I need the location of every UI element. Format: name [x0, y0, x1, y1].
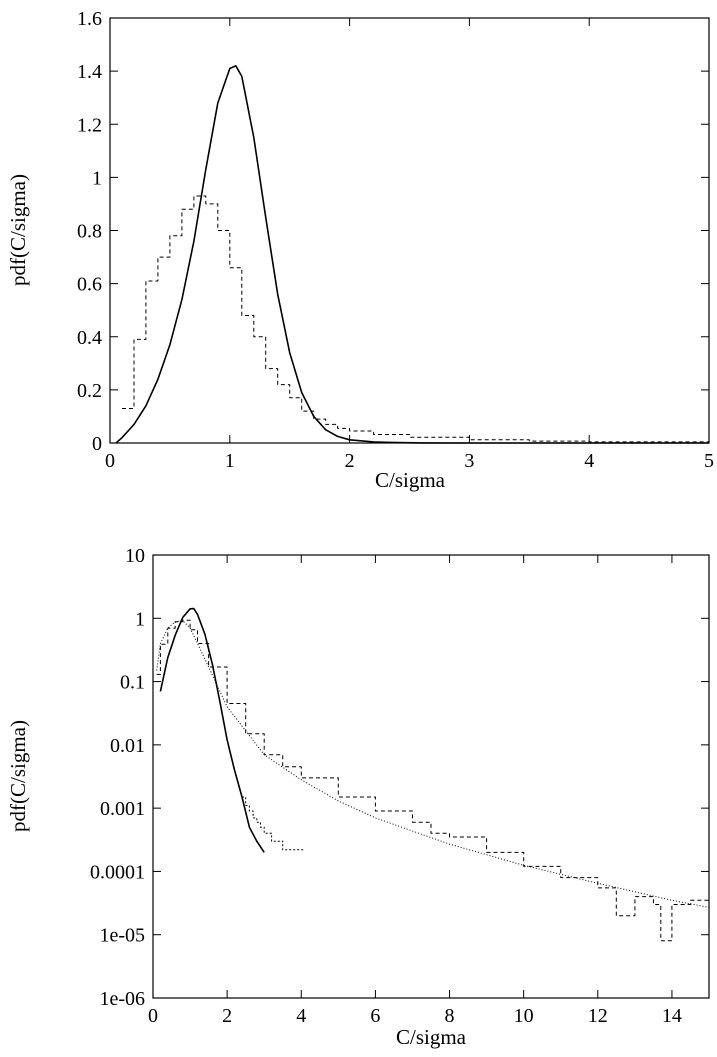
y-axis-ticks-2: 1e-06 1e-05 0.0001 0.001 0.01 0.1 1 10 — [90, 545, 709, 1010]
y-tick-label: 1.4 — [77, 61, 102, 83]
x-tick-label: 5 — [704, 450, 714, 472]
x-tick-label: 14 — [662, 1005, 682, 1027]
y-tick-label: 10 — [125, 545, 145, 567]
x-tick-label: 8 — [445, 1005, 455, 1027]
series-line-solid — [159, 607, 265, 853]
y-tick-label: 0.6 — [77, 274, 102, 296]
x-tick-label: 0 — [148, 1005, 158, 1027]
x-tick-label: 3 — [464, 450, 474, 472]
series-line-step-tail — [242, 796, 305, 851]
x-tick-label: 0 — [105, 450, 115, 472]
plot-frame-2 — [152, 554, 710, 999]
x-tick-label: 2 — [345, 450, 355, 472]
series-group-2 — [156, 607, 710, 942]
linear-pdf-chart: 0 1 2 3 4 5 0 0.2 0.4 0.6 0.8 1 1.2 1.4 1.6 C/sigma p… — [6, 8, 714, 492]
series-line-dashed-step — [156, 619, 710, 942]
x-tick-label: 4 — [584, 450, 594, 472]
y-tick-label: 0.001 — [100, 798, 145, 820]
x-tick-label: 4 — [296, 1005, 306, 1027]
x-tick-label: 6 — [370, 1005, 380, 1027]
y-tick-label: 0.4 — [77, 327, 102, 349]
y-tick-label: 0.2 — [77, 380, 102, 402]
y-tick-label: 1e-05 — [99, 925, 145, 947]
x-axis-label-2: C/sigma — [396, 1025, 467, 1049]
y-axis-ticks-1: 0 0.2 0.4 0.6 0.8 1 1.2 1.4 1.6 — [77, 8, 709, 455]
y-axis-label-2: pdf(C/sigma) — [6, 720, 30, 832]
series-line-solid — [115, 65, 709, 444]
x-axis-label-1: C/sigma — [375, 468, 446, 492]
y-tick-label: 0.0001 — [90, 861, 145, 883]
y-tick-label: 1.2 — [77, 114, 102, 136]
series-line-dotted — [156, 620, 710, 908]
y-tick-label: 0.8 — [77, 221, 102, 243]
plot-frame-1 — [109, 17, 710, 444]
x-tick-label: 1 — [225, 450, 235, 472]
x-axis-ticks-1: 0 1 2 3 4 5 — [105, 18, 714, 472]
y-tick-label: 1.6 — [77, 8, 102, 30]
y-tick-label: 0.1 — [120, 672, 145, 694]
x-tick-label: 10 — [514, 1005, 534, 1027]
y-tick-label: 1 — [135, 608, 145, 630]
y-tick-label: 1e-06 — [99, 988, 145, 1010]
y-axis-label-1: pdf(C/sigma) — [6, 174, 30, 286]
x-axis-ticks-2: 0 2 4 6 8 10 12 14 — [148, 555, 682, 1027]
x-tick-label: 2 — [222, 1005, 232, 1027]
y-tick-label: 0.01 — [110, 735, 145, 757]
y-tick-label: 1 — [92, 167, 102, 189]
y-tick-label: 0 — [92, 433, 102, 455]
series-line-dashed-step — [122, 195, 710, 443]
x-tick-label: 12 — [588, 1005, 608, 1027]
log-pdf-chart: 0 2 4 6 8 10 12 14 1e-06 1e-05 0.0001 0.001 0.01 0.1… — [6, 545, 710, 1049]
series-group-1 — [115, 65, 710, 444]
